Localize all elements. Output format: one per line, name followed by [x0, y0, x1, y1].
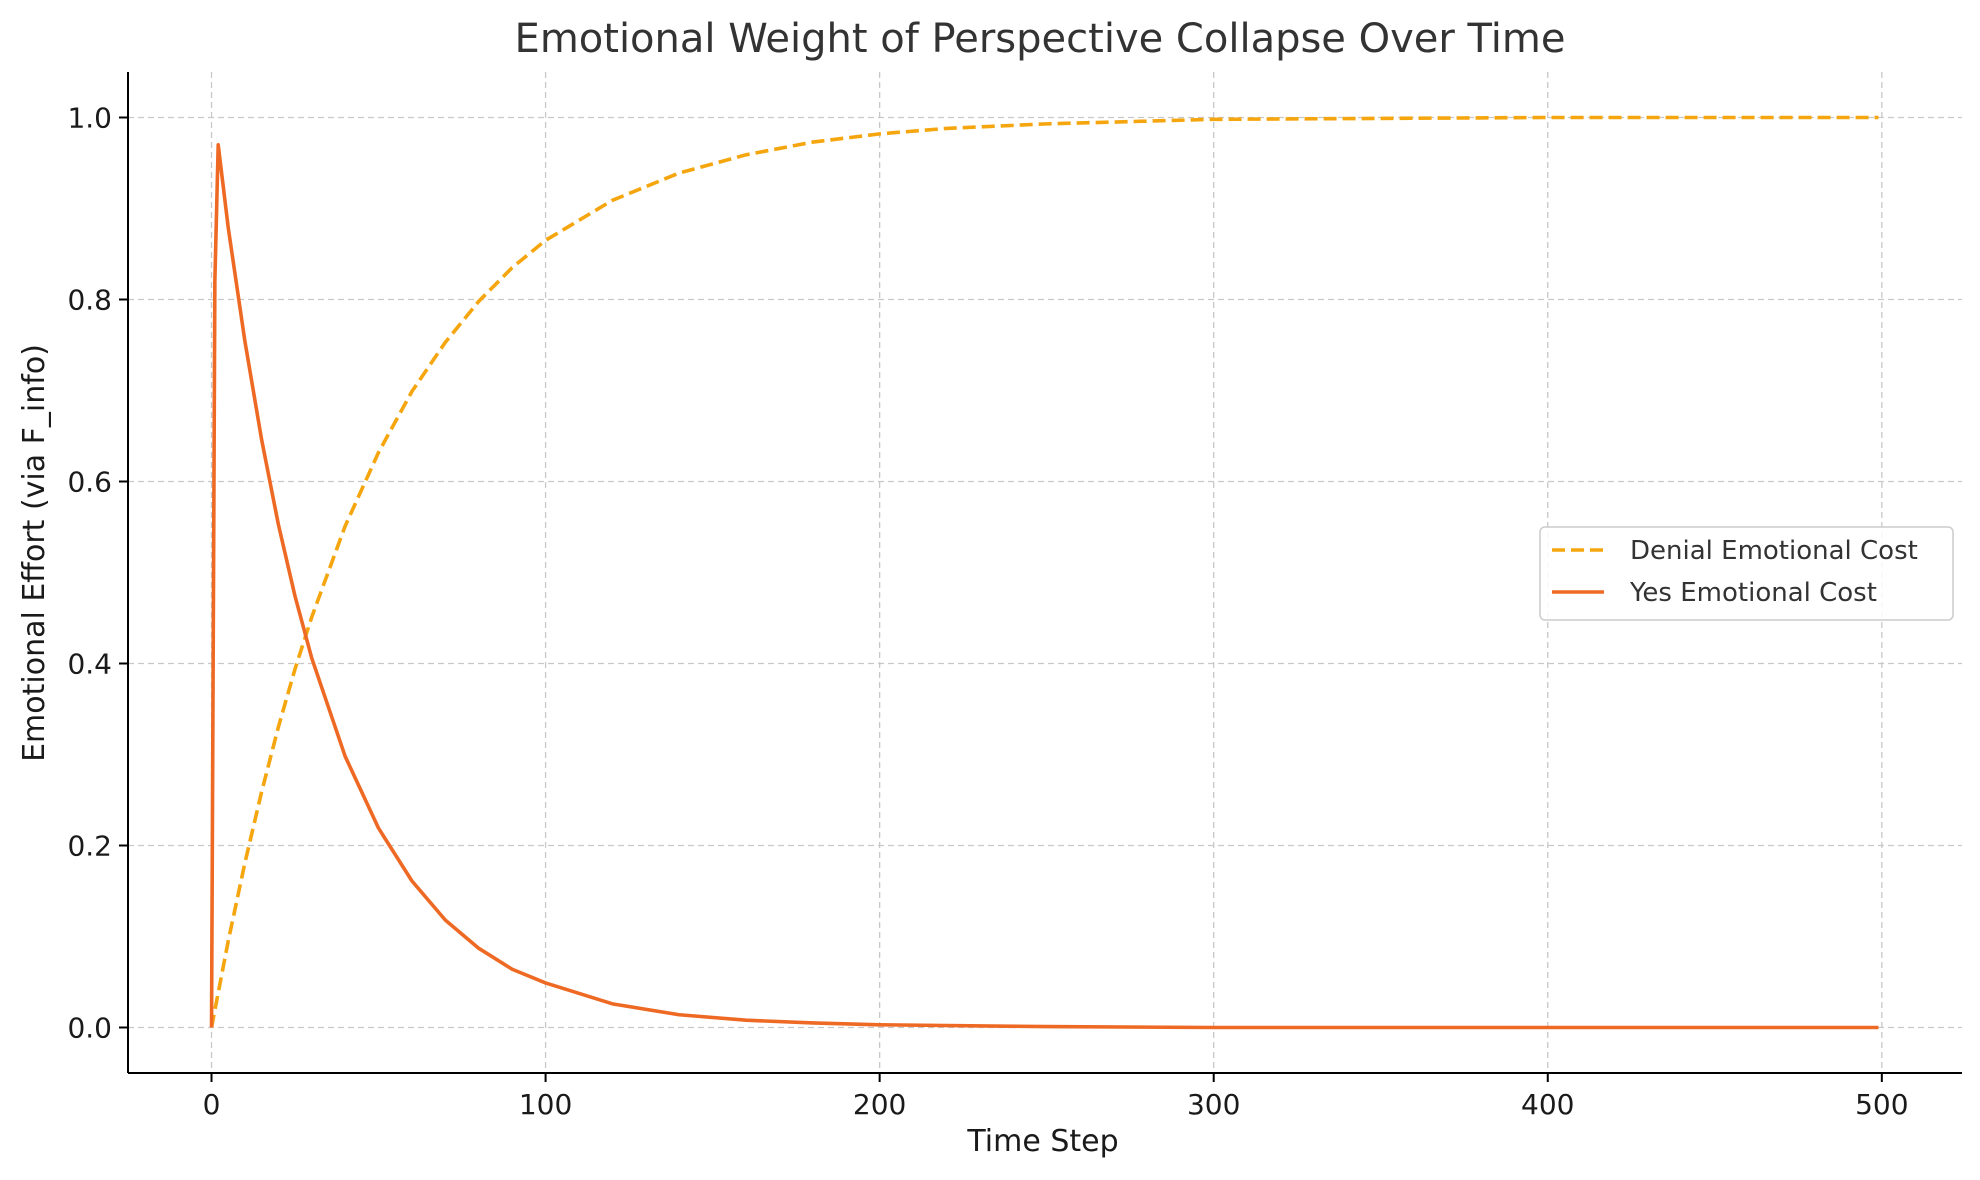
x-tick-label: 400	[1521, 1088, 1574, 1121]
x-tick-label: 300	[1187, 1088, 1240, 1121]
legend-box	[1539, 526, 1954, 621]
y-tick-label: 0.8	[67, 284, 112, 317]
x-axis-label: Time Step	[966, 1124, 1118, 1159]
series-layer	[209, 115, 1879, 1030]
legend-label: Denial Emotional Cost	[1630, 536, 1918, 566]
x-tick-label: 100	[519, 1088, 572, 1121]
y-tick-label: 0.0	[67, 1012, 112, 1045]
x-tick-label: 500	[1855, 1088, 1908, 1121]
x-tick-label: 0	[203, 1088, 221, 1121]
y-tick-label: 0.2	[67, 830, 112, 863]
chart-title: Emotional Weight of Perspective Collapse…	[515, 16, 1566, 62]
legend: Denial Emotional Cost Yes Emotional Cost	[1539, 526, 1954, 621]
y-tick-label: 0.4	[67, 648, 112, 681]
grid-layer	[128, 72, 1962, 1073]
axes-layer	[127, 72, 1962, 1074]
x-tick-label: 200	[853, 1088, 906, 1121]
series-line-1	[209, 143, 1879, 1030]
legend-label: Yes Emotional Cost	[1629, 578, 1877, 608]
ticks-layer: 0 100 200 300 400 500 0.0 0.2 0.4 0.6 0.8 1.0	[67, 102, 1908, 1122]
y-tick-label: 1.0	[67, 102, 112, 135]
y-axis-label: Emotional Effort (via F_info)	[17, 344, 52, 762]
y-tick-label: 0.6	[67, 466, 112, 499]
